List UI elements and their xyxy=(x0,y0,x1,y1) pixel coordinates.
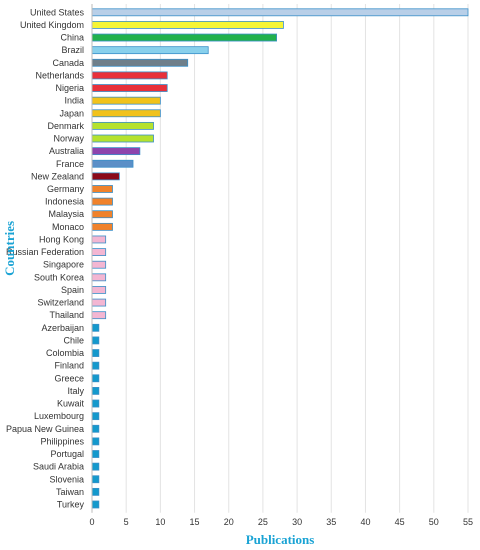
bar-norway xyxy=(91,134,154,143)
y-tick-label: Germany xyxy=(47,184,85,194)
y-tick-label: China xyxy=(60,33,84,43)
bar-china xyxy=(91,33,277,42)
y-tick-label: Denmark xyxy=(47,121,84,131)
y-tick-label: Indonesia xyxy=(45,197,84,207)
bar-luxembourg xyxy=(91,412,100,421)
x-tick-label: 40 xyxy=(360,517,370,527)
y-tick-label: Spain xyxy=(61,285,84,295)
y-tick-label: Canada xyxy=(52,58,84,68)
y-tick-label: Turkey xyxy=(57,499,85,509)
y-tick-label: Slovenia xyxy=(49,474,84,484)
bar-canada xyxy=(91,58,189,67)
bar-hong-kong xyxy=(91,235,107,244)
bar-singapore xyxy=(91,260,107,269)
y-tick-label: South Korea xyxy=(34,272,84,282)
bar-nigeria xyxy=(91,84,168,92)
y-tick-label: Switzerland xyxy=(37,298,84,308)
bar-thailand xyxy=(91,311,107,320)
bar-kuwait xyxy=(91,399,100,408)
bar-portugal xyxy=(91,450,100,458)
bar-papua-new-guinea xyxy=(91,424,100,433)
bar-spain xyxy=(91,286,107,294)
x-tick-label: 15 xyxy=(190,517,200,527)
bar-malaysia xyxy=(91,210,113,219)
y-tick-label: Azerbaijan xyxy=(41,323,84,333)
x-tick-label: 20 xyxy=(224,517,234,527)
bar-japan xyxy=(91,109,161,118)
bar-taiwan xyxy=(91,487,100,496)
x-axis-title: Publications xyxy=(246,532,315,547)
bar-chile xyxy=(91,336,100,345)
bar-denmark xyxy=(91,121,154,130)
x-tick-label: 5 xyxy=(124,517,129,527)
y-tick-label: Japan xyxy=(59,108,84,118)
y-tick-label: Norway xyxy=(53,134,84,144)
x-tick-label: 10 xyxy=(155,517,165,527)
x-tick-label: 30 xyxy=(292,517,302,527)
x-tick-label: 45 xyxy=(395,517,405,527)
y-tick-label: Philippines xyxy=(40,436,84,446)
bar-brazil xyxy=(91,46,209,55)
y-tick-label: Thailand xyxy=(49,310,84,320)
bar-australia xyxy=(91,147,141,156)
y-tick-label: France xyxy=(56,159,84,169)
y-tick-label: Finland xyxy=(54,361,84,371)
y-tick-label: New Zealand xyxy=(31,171,84,181)
y-tick-label: Monaco xyxy=(52,222,84,232)
y-tick-label: Malaysia xyxy=(48,209,84,219)
x-tick-label: 55 xyxy=(463,517,473,527)
y-axis-title: Countries xyxy=(2,221,17,276)
bar-saudi-arabia xyxy=(91,462,100,471)
bar-italy xyxy=(91,387,100,395)
bar-philippines xyxy=(91,437,100,446)
y-tick-label: Kuwait xyxy=(57,399,85,409)
bar-switzerland xyxy=(91,298,107,307)
y-tick-label: United States xyxy=(30,7,85,17)
bar-turkey xyxy=(91,500,100,509)
bar-greece xyxy=(91,374,100,383)
y-tick-label: Netherlands xyxy=(35,70,84,80)
bar-germany xyxy=(91,185,113,193)
bar-india xyxy=(91,96,161,105)
y-tick-label: Australia xyxy=(49,146,84,156)
bar-netherlands xyxy=(91,71,168,80)
y-tick-label: United Kingdom xyxy=(20,20,84,30)
y-tick-label: Brazil xyxy=(61,45,84,55)
bar-russian-federation xyxy=(91,248,107,256)
bar-new-zealand xyxy=(91,172,120,181)
bar-colombia xyxy=(91,349,100,357)
bar-finland xyxy=(91,361,100,370)
bar-indonesia xyxy=(91,197,113,206)
y-tick-label: Portugal xyxy=(50,449,84,459)
y-tick-label: Singapore xyxy=(43,260,84,270)
y-tick-label: Italy xyxy=(67,386,84,396)
y-tick-label: Russian Federation xyxy=(6,247,84,257)
bar-united-states xyxy=(91,8,469,17)
x-tick-label: 50 xyxy=(429,517,439,527)
y-tick-label: Greece xyxy=(54,373,84,383)
y-tick-label: Nigeria xyxy=(55,83,84,93)
y-tick-label: Hong Kong xyxy=(39,234,84,244)
bar-france xyxy=(91,159,134,168)
y-tick-label: Chile xyxy=(63,335,84,345)
x-tick-label: 0 xyxy=(89,517,94,527)
bar-monaco xyxy=(91,222,113,231)
y-tick-label: Papua New Guinea xyxy=(6,424,84,434)
bars xyxy=(91,8,469,509)
x-tick-labels: 0 5 10 15 20 25 30 35 40 45 50 55 xyxy=(89,517,473,527)
x-tick-label: 25 xyxy=(258,517,268,527)
y-tick-label: Colombia xyxy=(46,348,84,358)
bar-slovenia xyxy=(91,475,100,484)
y-tick-label: Saudi Arabia xyxy=(33,462,84,472)
y-tick-label: Taiwan xyxy=(56,487,84,497)
grid-lines xyxy=(91,4,469,513)
y-tick-label: India xyxy=(64,96,84,106)
bar-united-kingdom xyxy=(91,21,284,29)
x-tick-label: 35 xyxy=(326,517,336,527)
y-tick-labels: United States United Kingdom China Brazil Ca… xyxy=(6,7,85,509)
y-tick-label: Luxembourg xyxy=(34,411,84,421)
bar-south-korea xyxy=(91,273,107,282)
bar-azerbaijan xyxy=(91,323,100,332)
